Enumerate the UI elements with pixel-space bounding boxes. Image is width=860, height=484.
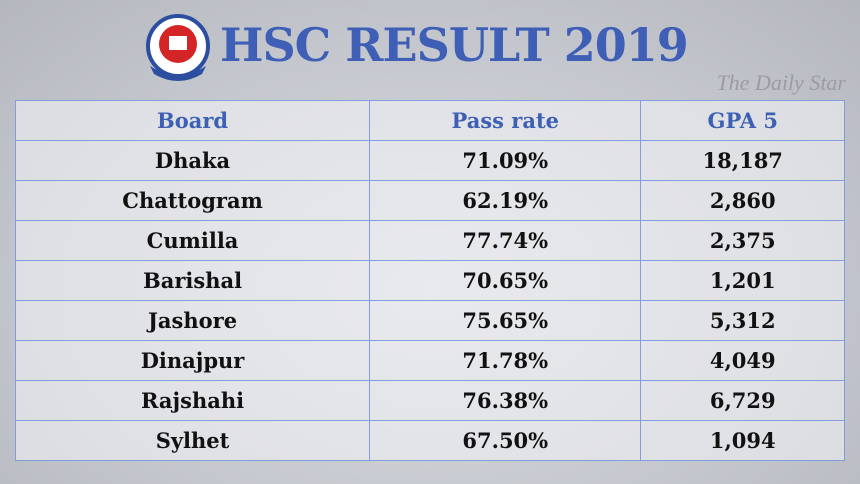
table-cell: Sylhet (14, 420, 371, 461)
table-cell: 18,187 (640, 140, 845, 181)
table-cell: 77.74% (369, 220, 642, 261)
table-row: Dinajpur 71.78% 4,049 (14, 340, 845, 381)
table-cell: 75.65% (369, 300, 642, 341)
table-row: Barishal 70.65% 1,201 (14, 260, 845, 301)
table-cell: Chattogram (14, 180, 371, 221)
table-cell: 2,860 (640, 180, 845, 221)
title: HSC RESULT 2019 (220, 18, 689, 72)
table-cell: 1,094 (640, 420, 845, 461)
table-row: Cumilla 77.74% 2,375 (14, 220, 845, 261)
table-cell: 71.78% (369, 340, 642, 381)
table-cell: Cumilla (14, 220, 371, 261)
table-row: Rajshahi 76.38% 6,729 (14, 380, 845, 421)
results-table: Board Pass rate GPA 5 Dhaka 71.09% 18,187 Cha… (14, 100, 845, 461)
column-header: Board (14, 100, 371, 141)
header-row: Board Pass rate GPA 5 (14, 100, 845, 141)
table-cell: 5,312 (640, 300, 845, 341)
table-cell: Dhaka (14, 140, 371, 181)
column-header: GPA 5 (640, 100, 845, 141)
table-cell: 4,049 (640, 340, 845, 381)
table-row: Dhaka 71.09% 18,187 (14, 140, 845, 181)
table-cell: Jashore (14, 300, 371, 341)
table-row: Sylhet 67.50% 1,094 (14, 420, 845, 461)
logo (146, 14, 210, 81)
table-row: Chattogram 62.19% 2,860 (14, 180, 845, 221)
table-cell: Dinajpur (14, 340, 371, 381)
table-row: Jashore 75.65% 5,312 (14, 300, 845, 341)
table-cell: 67.50% (369, 420, 642, 461)
table-cell: Rajshahi (14, 380, 371, 421)
table-cell: 71.09% (369, 140, 642, 181)
table-cell: 62.19% (369, 180, 642, 221)
table-cell: 2,375 (640, 220, 845, 261)
table-cell: 76.38% (369, 380, 642, 421)
table-cell: 6,729 (640, 380, 845, 421)
table-cell: Barishal (14, 260, 371, 301)
column-header: Pass rate (369, 100, 642, 141)
table-cell: 70.65% (369, 260, 642, 301)
table-cell: 1,201 (640, 260, 845, 301)
watermark: The Daily Star (716, 70, 846, 95)
